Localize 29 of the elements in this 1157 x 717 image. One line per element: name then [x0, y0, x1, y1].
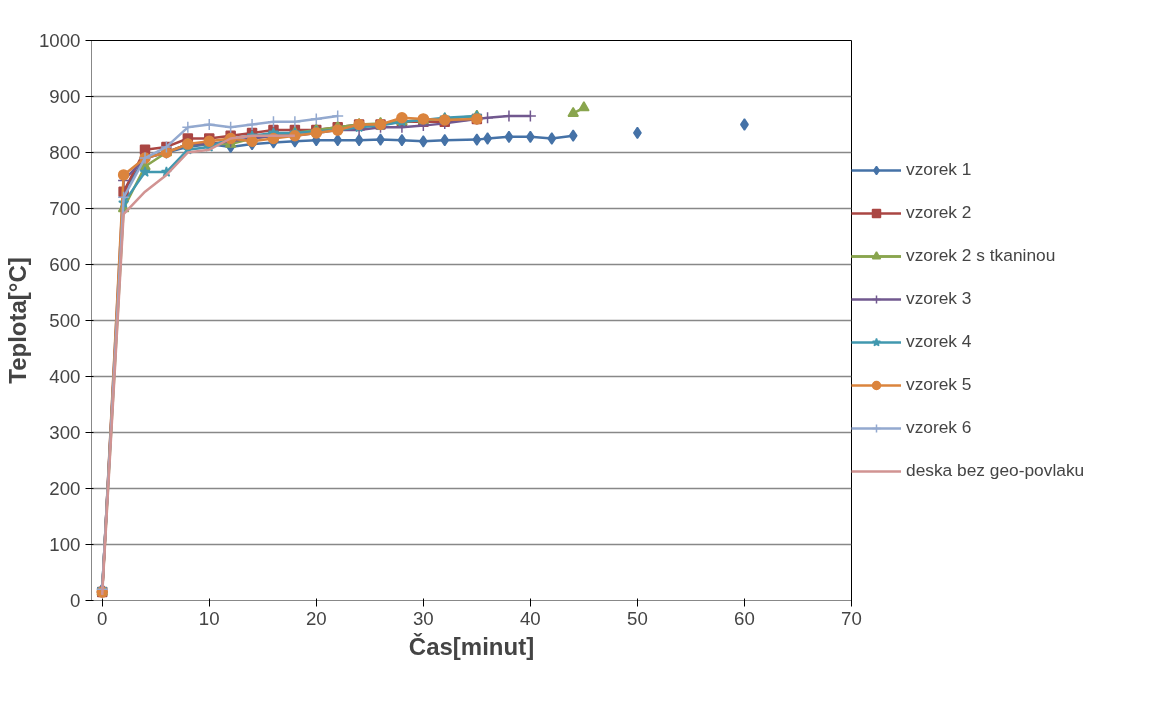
y-tick-label: 200 [49, 478, 81, 499]
x-tick-label: 60 [734, 607, 755, 629]
y-tick-label: 1000 [39, 30, 81, 51]
y-tick-label: 700 [49, 198, 81, 219]
legend-label: vzorek 2 s tkaninou [906, 245, 1056, 266]
legend-label: vzorek 3 [906, 288, 972, 309]
y-axis-title: Teplota[°C] [4, 257, 31, 384]
x-tick-label: 30 [412, 607, 434, 629]
legend-label: vzorek 1 [906, 159, 972, 180]
y-tick-label: 900 [49, 86, 81, 107]
legend-label: vzorek 6 [906, 417, 972, 438]
y-tick-label: 100 [49, 534, 81, 555]
legend-label: vzorek 5 [906, 374, 972, 395]
x-tick-label: 40 [520, 607, 541, 629]
legend-label: deska bez geo-povlaku [906, 460, 1085, 481]
x-tick-label: 0 [97, 607, 108, 629]
y-tick-label: 0 [70, 590, 81, 611]
y-tick-label: 300 [49, 422, 81, 443]
y-tick-label: 600 [49, 254, 81, 275]
y-tick-label: 800 [49, 142, 81, 163]
x-tick-label: 70 [841, 607, 862, 629]
x-tick-label: 50 [627, 607, 648, 629]
legend-label: vzorek 4 [906, 331, 972, 352]
x-tick-label: 20 [305, 607, 327, 629]
legend-label: vzorek 2 [906, 202, 972, 223]
x-tick-label: 10 [198, 607, 220, 629]
x-axis-title: Čas[minut] [408, 632, 535, 660]
y-tick-label: 400 [49, 366, 81, 387]
y-tick-label: 500 [49, 310, 81, 331]
